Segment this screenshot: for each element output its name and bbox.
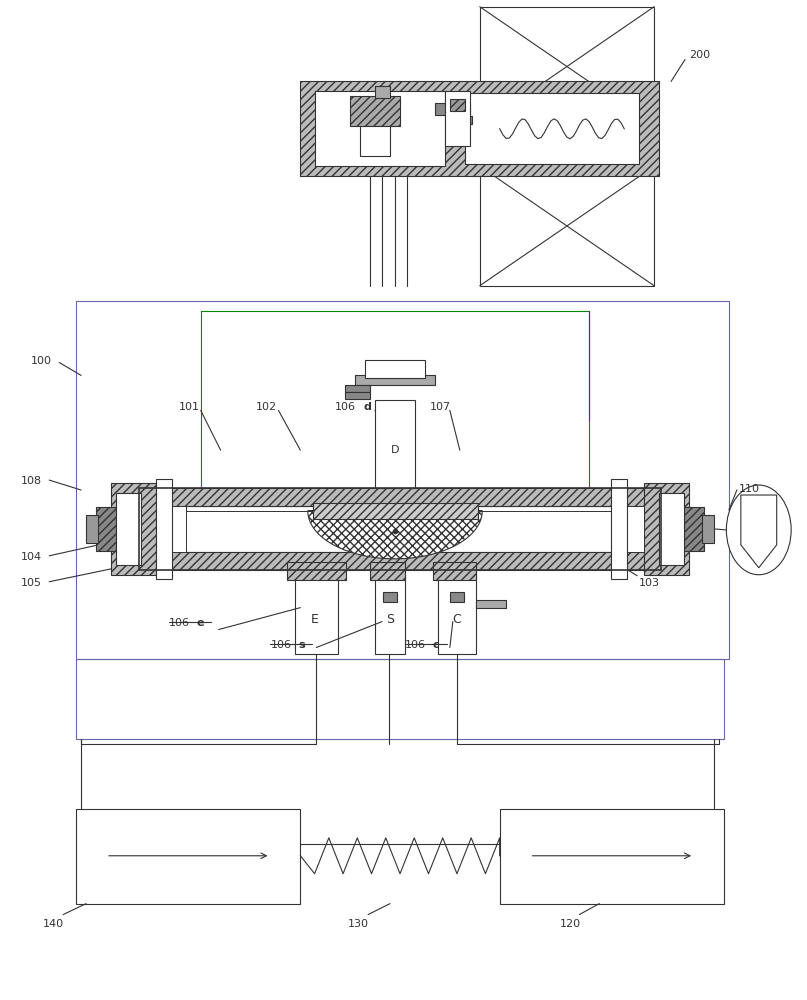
- Bar: [111, 483, 156, 575]
- Bar: [86, 515, 98, 543]
- Bar: [375, 570, 405, 654]
- Bar: [76, 659, 724, 739]
- Text: 107: 107: [430, 402, 451, 412]
- Bar: [449, 592, 464, 602]
- Text: 106: 106: [335, 402, 356, 412]
- Bar: [370, 562, 405, 580]
- Bar: [465, 93, 639, 164]
- Text: 140: 140: [44, 919, 65, 929]
- Text: 120: 120: [559, 919, 580, 929]
- Text: s: s: [299, 640, 305, 650]
- Text: S: S: [386, 613, 394, 626]
- Bar: [141, 488, 659, 506]
- Bar: [702, 515, 714, 543]
- Bar: [611, 479, 627, 579]
- Bar: [445, 91, 470, 146]
- Bar: [365, 360, 425, 378]
- Bar: [360, 126, 390, 156]
- Text: 200: 200: [689, 50, 710, 60]
- Bar: [156, 506, 644, 552]
- Bar: [350, 96, 400, 126]
- Bar: [96, 507, 116, 551]
- Text: 103: 103: [639, 578, 660, 588]
- Text: 104: 104: [21, 552, 43, 562]
- Bar: [476, 600, 506, 608]
- Bar: [76, 809, 300, 904]
- Text: 106: 106: [169, 618, 190, 628]
- Bar: [375, 86, 390, 98]
- Text: 105: 105: [21, 578, 42, 588]
- Bar: [433, 562, 476, 580]
- Bar: [479, 166, 654, 286]
- Text: d: d: [363, 402, 371, 412]
- Polygon shape: [741, 495, 776, 568]
- Text: 108: 108: [21, 476, 43, 486]
- Text: 100: 100: [31, 356, 52, 366]
- Text: C: C: [453, 613, 461, 626]
- Bar: [644, 483, 689, 575]
- Bar: [116, 493, 141, 565]
- Text: D: D: [391, 445, 399, 455]
- Bar: [313, 503, 478, 519]
- Bar: [345, 392, 370, 399]
- Text: e: e: [197, 618, 204, 628]
- Text: E: E: [311, 613, 318, 626]
- Bar: [452, 116, 472, 124]
- Bar: [383, 592, 397, 602]
- Ellipse shape: [726, 485, 791, 575]
- Bar: [295, 570, 338, 654]
- Bar: [435, 103, 470, 115]
- Text: 106: 106: [405, 640, 426, 650]
- Text: 102: 102: [256, 402, 277, 412]
- Text: 110: 110: [739, 484, 760, 494]
- Text: c: c: [433, 640, 440, 650]
- Bar: [287, 562, 346, 580]
- Bar: [500, 809, 724, 904]
- Bar: [156, 506, 186, 552]
- Bar: [345, 385, 370, 392]
- Bar: [684, 507, 704, 551]
- Text: 101: 101: [179, 402, 200, 412]
- Bar: [614, 506, 644, 552]
- Bar: [141, 552, 659, 570]
- Text: 130: 130: [348, 919, 369, 929]
- Bar: [479, 7, 654, 126]
- Bar: [355, 375, 435, 385]
- Bar: [659, 493, 684, 565]
- Polygon shape: [307, 511, 483, 559]
- Text: 106: 106: [270, 640, 291, 650]
- Bar: [316, 91, 445, 166]
- Bar: [449, 99, 465, 111]
- Bar: [139, 488, 661, 570]
- Bar: [76, 301, 729, 659]
- Bar: [438, 570, 476, 654]
- Bar: [156, 479, 172, 579]
- Bar: [375, 400, 415, 488]
- Bar: [300, 81, 659, 176]
